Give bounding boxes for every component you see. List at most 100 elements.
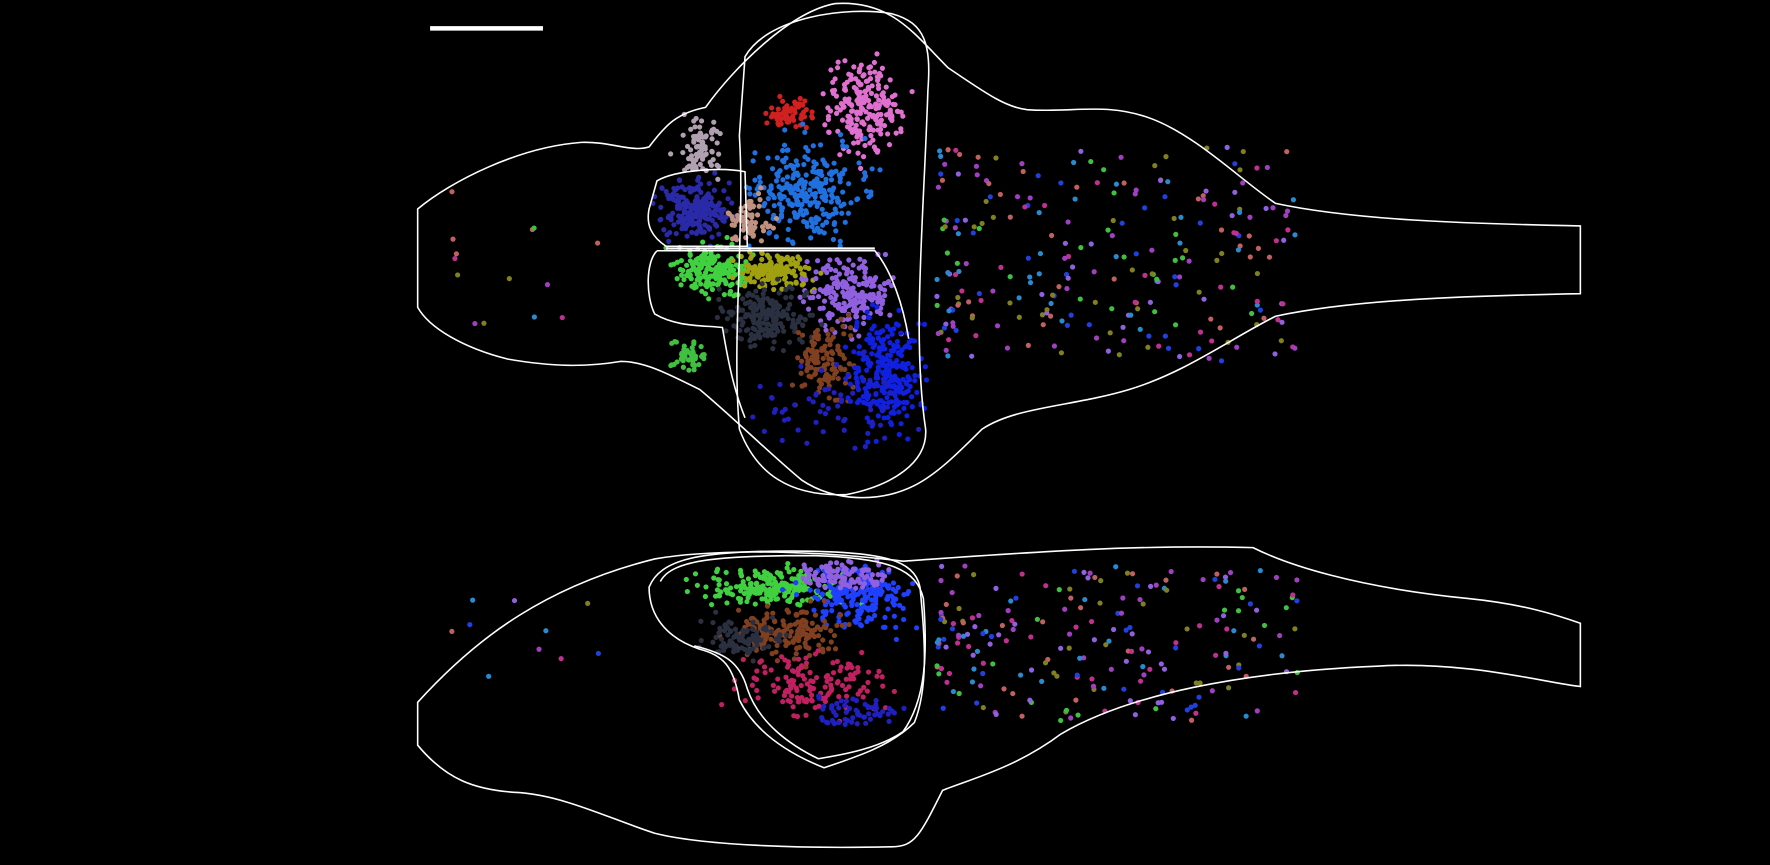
cell-dot	[870, 137, 876, 143]
cell-dot	[1066, 645, 1072, 651]
cell-dot	[794, 162, 801, 168]
cell-dot	[817, 286, 823, 293]
cell-dot	[1088, 158, 1094, 165]
cell-dot	[779, 437, 785, 443]
cell-dot	[795, 628, 801, 634]
cell-dot	[658, 204, 664, 210]
cell-dot	[842, 87, 849, 93]
cell-dot	[874, 673, 880, 679]
cell-dot	[726, 180, 732, 186]
cell-dot	[793, 580, 799, 586]
cell-dot	[779, 286, 785, 292]
cell-dot	[807, 587, 813, 593]
cell-dot	[785, 589, 792, 595]
cell-dot	[815, 588, 821, 594]
cell-dot	[876, 562, 882, 568]
cell-dot	[862, 575, 868, 581]
cell-dot	[799, 201, 805, 208]
cell-dot	[725, 587, 731, 593]
cell-dot	[891, 382, 897, 389]
cell-dot	[760, 228, 767, 234]
cell-dot	[847, 583, 853, 589]
cell-dot	[723, 328, 729, 334]
cell-dot	[889, 331, 895, 337]
cell-dot	[822, 161, 828, 167]
cell-dot	[822, 684, 828, 690]
cell-dot	[1186, 258, 1192, 264]
cell-dot	[798, 370, 804, 376]
cell-dot	[938, 153, 944, 159]
cell-dot	[713, 223, 720, 229]
cell-dot	[1227, 569, 1234, 576]
cell-dot	[761, 269, 768, 275]
cell-dot	[850, 285, 856, 291]
cell-dot	[789, 693, 795, 699]
cell-dot	[768, 259, 774, 265]
cell-dot	[1186, 352, 1193, 358]
cell-dot	[753, 333, 759, 339]
cell-dot	[1036, 210, 1042, 216]
cell-dot	[828, 67, 834, 73]
cell-dot	[748, 331, 754, 338]
dorsal-brain-outline	[416, 2, 1582, 499]
cell-dot	[1075, 712, 1081, 718]
cell-dot	[956, 268, 962, 275]
cell-dot	[819, 646, 826, 652]
cell-dot	[1134, 583, 1141, 589]
cell-dot	[793, 279, 799, 285]
cell-dot	[748, 305, 755, 311]
cell-dot	[1120, 595, 1126, 601]
cell-dot	[752, 573, 759, 579]
cell-dot	[944, 679, 950, 685]
cell-dot	[894, 364, 900, 370]
cell-dot	[891, 360, 897, 367]
cell-dot	[1168, 568, 1174, 575]
cell-dot	[844, 268, 850, 274]
cell-dot	[862, 142, 868, 149]
cell-dot	[1132, 299, 1138, 305]
cell-dot	[486, 673, 492, 679]
cell-dot	[821, 347, 827, 353]
cell-dot	[1093, 335, 1100, 341]
cell-dot	[1020, 168, 1026, 175]
cell-dot	[901, 405, 907, 411]
cell-dot	[877, 359, 883, 365]
cell-dots	[449, 51, 1300, 728]
cell-dot	[884, 395, 890, 401]
cell-dot	[799, 358, 805, 364]
cell-dot	[943, 601, 949, 608]
cell-dot	[756, 203, 762, 209]
cell-dot	[914, 625, 920, 631]
cell-dot	[1243, 713, 1249, 719]
cell-dot	[1157, 177, 1164, 184]
cell-dot	[890, 580, 897, 586]
cell-dot	[1254, 607, 1260, 613]
cell-dot	[716, 286, 722, 292]
cell-dot	[943, 644, 949, 650]
cell-dot	[836, 618, 842, 625]
cell-dot	[1074, 672, 1080, 678]
cell-dot	[755, 329, 762, 335]
cell-dot	[842, 604, 848, 610]
cell-dot	[868, 283, 875, 289]
cell-dot	[1226, 664, 1232, 670]
cell-dot	[1064, 322, 1071, 328]
cell-dot	[846, 312, 852, 318]
cell-dot	[1062, 240, 1068, 246]
cell-dot	[821, 618, 827, 624]
cell-dot	[842, 167, 848, 173]
cell-dot	[795, 212, 801, 218]
cell-dot	[864, 688, 870, 694]
cell-dot	[792, 261, 798, 267]
cell-dot	[770, 225, 776, 231]
cell-dot	[757, 574, 763, 581]
cell-dot	[1109, 306, 1115, 312]
cell-dot	[698, 226, 704, 232]
cell-dot	[891, 613, 897, 619]
cell-dot	[871, 277, 877, 283]
cell-dot	[836, 705, 842, 711]
cell-dot	[851, 676, 857, 682]
cell-dot	[909, 364, 915, 371]
cell-dot	[740, 579, 746, 585]
